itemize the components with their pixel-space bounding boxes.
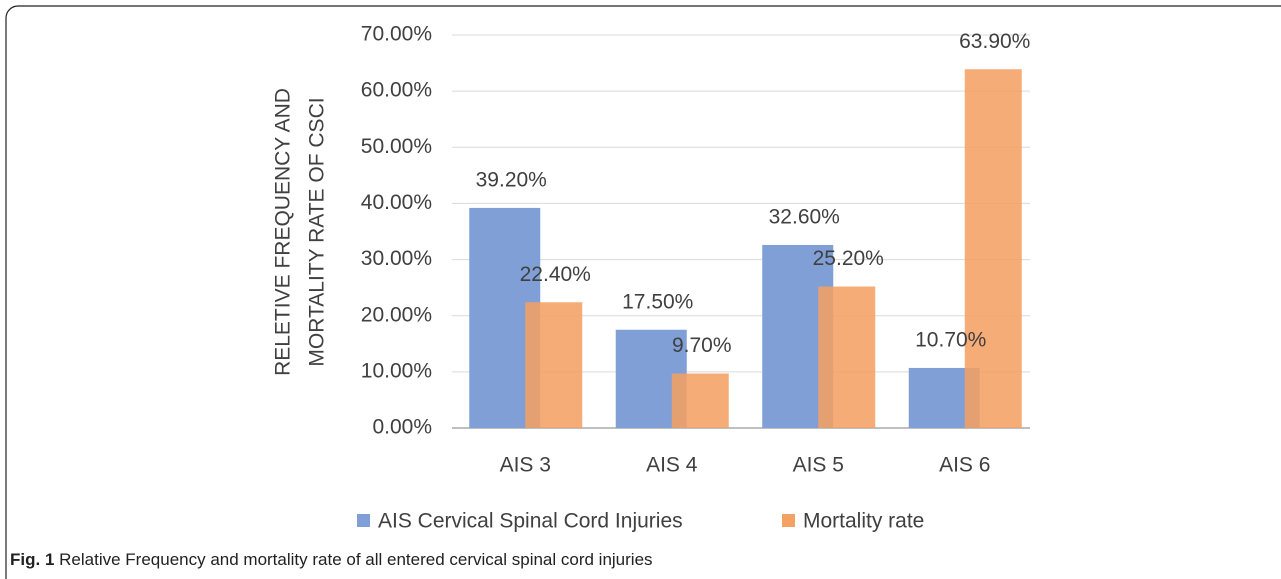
data-label: 17.50% (622, 290, 693, 313)
y-tick-label: 70.00% (361, 23, 432, 46)
data-label: 10.70% (915, 328, 986, 351)
y-axis-title: RELETIVE FREQUENCY AND (272, 88, 295, 376)
y-tick-label: 40.00% (361, 191, 432, 214)
y-axis-title: MORTALITY RATE OF CSCI (306, 97, 329, 366)
data-label: 9.70% (672, 334, 732, 357)
bar (525, 302, 583, 428)
bar (964, 69, 1022, 429)
bar (818, 286, 876, 428)
y-tick-label: 50.00% (361, 135, 432, 158)
x-tick-label: AIS 6 (939, 454, 990, 477)
x-tick-label: AIS 5 (793, 454, 844, 477)
caption-text: Relative Frequency and mortality rate of… (59, 550, 652, 569)
legend-swatch (357, 514, 370, 527)
figure-frame (5, 5, 1281, 579)
caption-label: Fig. 1 (10, 550, 54, 569)
y-tick-label: 20.00% (361, 303, 432, 326)
y-tick-label: 30.00% (361, 247, 432, 270)
x-tick-label: AIS 3 (500, 454, 551, 477)
legend-label: AIS Cervical Spinal Cord Injuries (378, 510, 683, 533)
y-tick-label: 10.00% (361, 359, 432, 382)
data-label: 22.40% (520, 263, 591, 286)
data-label: 63.90% (959, 30, 1030, 53)
legend-label: Mortality rate (803, 510, 924, 533)
data-label: 39.20% (476, 168, 547, 191)
bar (671, 373, 729, 428)
data-label: 32.60% (769, 206, 840, 229)
y-tick-label: 60.00% (361, 79, 432, 102)
y-tick-label: 0.00% (372, 416, 432, 439)
caption: Fig. 1 Relative Frequency and mortality … (10, 550, 653, 569)
legend-swatch (782, 514, 795, 527)
data-label: 25.20% (813, 247, 884, 270)
x-tick-label: AIS 4 (646, 454, 698, 477)
